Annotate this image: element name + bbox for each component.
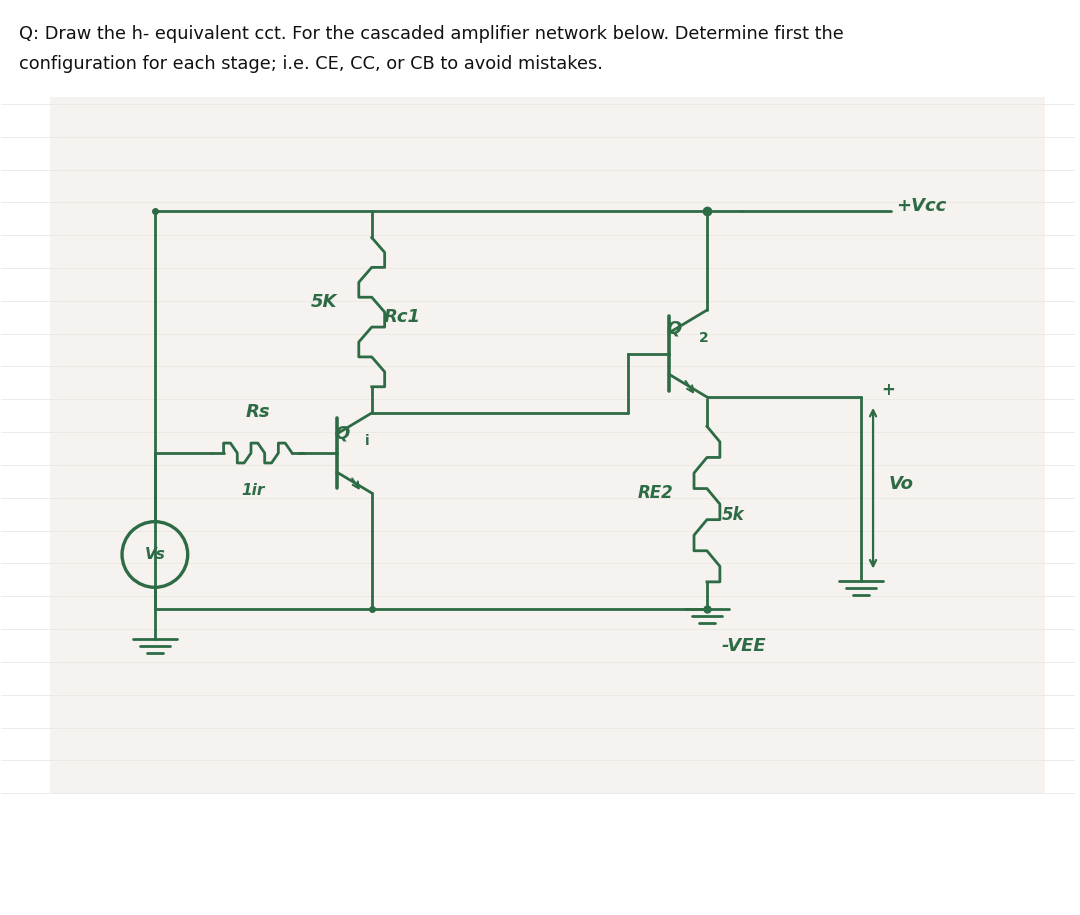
- Text: -VEE: -VEE: [721, 637, 767, 655]
- Text: +: +: [881, 381, 895, 399]
- Text: Vs: Vs: [145, 547, 165, 562]
- Text: 2: 2: [699, 330, 708, 345]
- Text: 1ir: 1ir: [241, 483, 265, 498]
- Text: RE2: RE2: [637, 484, 673, 502]
- Text: Rs: Rs: [245, 404, 270, 421]
- Text: 5K: 5K: [311, 293, 337, 311]
- Text: Q: Q: [666, 319, 681, 338]
- Text: Q: Draw the h- equivalent cct. For the cascaded amplifier network below. Determi: Q: Draw the h- equivalent cct. For the c…: [18, 26, 843, 43]
- Text: Vo: Vo: [889, 475, 914, 493]
- Bar: [51, 97, 1045, 793]
- Text: 5k: 5k: [721, 506, 744, 524]
- Text: +Vcc: +Vcc: [896, 198, 946, 215]
- Text: i: i: [365, 434, 369, 448]
- Text: Q: Q: [334, 425, 350, 442]
- Text: configuration for each stage; i.e. CE, CC, or CB to avoid mistakes.: configuration for each stage; i.e. CE, C…: [18, 55, 603, 73]
- Text: Rc1: Rc1: [383, 308, 421, 326]
